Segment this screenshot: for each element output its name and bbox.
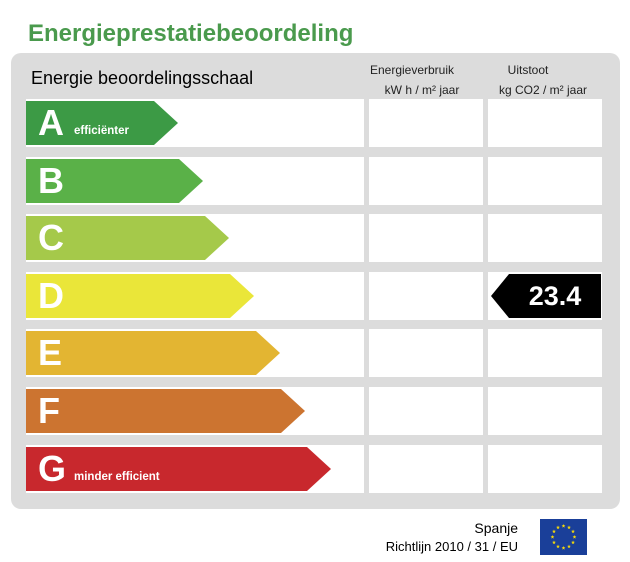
emission-cell [488,387,602,435]
rating-arrow-tip [256,331,280,375]
rating-letter: A [38,102,64,143]
country-label: Spanje [474,520,518,536]
emission-value-marker: 23.4 [491,274,601,318]
eu-star [561,546,566,550]
eu-star [550,535,555,539]
eu-flag-icon [540,519,587,555]
consumption-column-header: Energieverbruik kW h / m² jaar [362,60,462,97]
rating-arrow-body [26,101,154,145]
rating-arrow-body [26,216,205,260]
rating-arrow-tip [281,389,305,433]
rating-arrow-body [26,389,281,433]
marker-body [509,274,601,318]
emission-cell [488,445,602,493]
consumption-header-line1: Energieverbruik [369,63,455,77]
emission-cell [488,157,602,205]
emission-cell [488,214,602,262]
eu-star [561,524,566,528]
rating-arrow-body [26,159,179,203]
rating-letter: B [38,160,64,201]
rating-row-b: B [26,157,606,205]
marker-tip [491,274,509,318]
consumption-cell [369,272,483,320]
rating-row-d: D 23.4 [26,272,606,320]
eu-star [571,529,575,534]
eu-star [556,525,560,530]
rating-letter: D [38,275,64,316]
rating-sublabel: minder efficient [74,471,160,483]
consumption-cell [369,445,483,493]
eu-flag-stars [550,524,577,550]
emission-header-line1: Uitstoot [507,63,549,77]
rating-arrow-tip [230,274,254,318]
rating-arrow-tip [205,216,229,260]
rating-letter: G [38,448,67,489]
rating-letter: E [38,332,63,373]
directive-label: Richtlijn 2010 / 31 / EU [385,539,518,554]
consumption-cell [369,157,483,205]
rating-sublabel: efficiënter [74,125,129,137]
eu-star [572,535,577,539]
rating-arrow-body [26,447,307,491]
rating-letter: F [38,390,60,431]
rating-arrow-tip [179,159,203,203]
consumption-cell [369,329,483,377]
eu-star [567,544,571,549]
eu-star [567,525,571,530]
consumption-header-line2: kW h / m² jaar [384,83,460,97]
rating-row-e: E [26,329,606,377]
eu-star [552,529,556,534]
rating-row-c: C [26,214,606,262]
consumption-cell [369,99,483,147]
eu-star [552,540,556,545]
rating-letter: C [38,217,64,258]
rating-arrow-tip [307,447,331,491]
rating-arrow-body [26,274,230,318]
eu-star [556,544,560,549]
rating-arrow-tip [154,101,178,145]
emission-cell [488,99,602,147]
rating-arrow-body [26,331,256,375]
emission-header-line2: kg CO2 / m² jaar [498,83,588,97]
eu-star [571,540,575,545]
page-title: Energieprestatiebeoordeling [28,20,354,47]
emission-cell [488,329,602,377]
consumption-cell [369,214,483,262]
emission-value: 23.4 [528,281,582,311]
rating-row-f: F [26,387,606,435]
scale-header: Energie beoordelingsschaal [31,68,254,88]
consumption-cell [369,387,483,435]
